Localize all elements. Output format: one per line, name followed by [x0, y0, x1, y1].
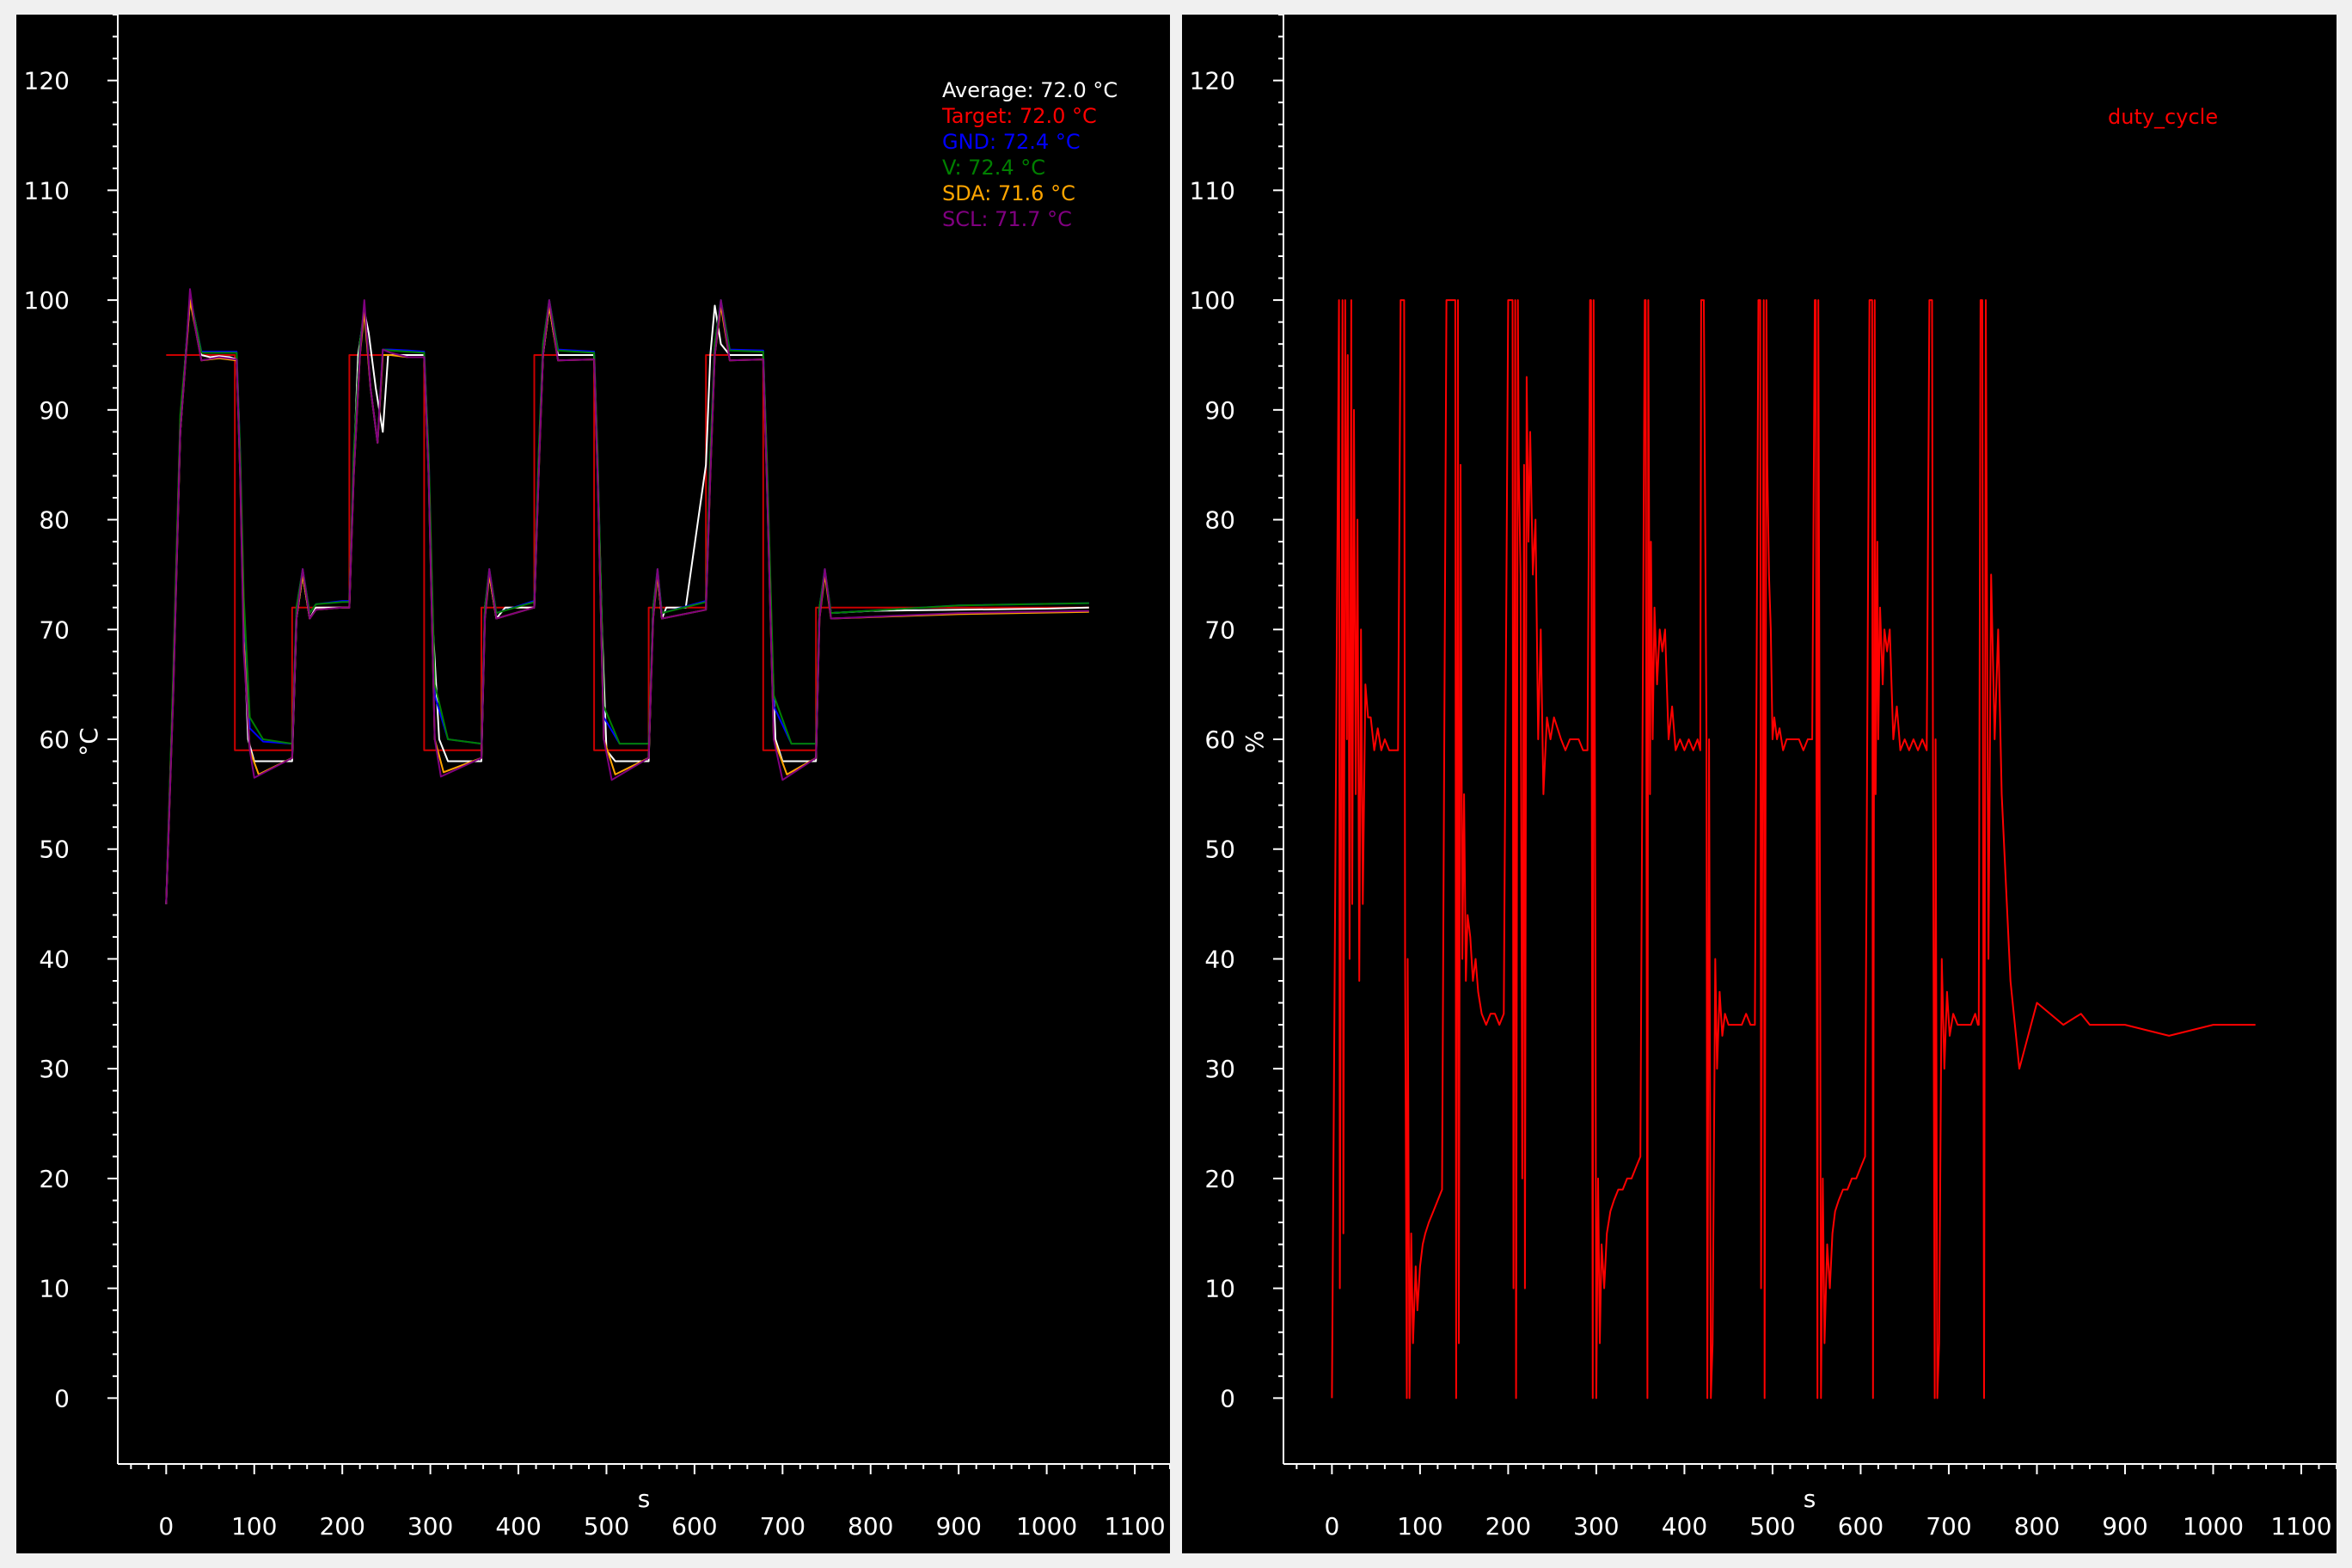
y-tick-label: 10: [39, 1275, 70, 1303]
series-line-gnd: [165, 293, 1089, 904]
legend-entry: GND: 72.4 °C: [942, 130, 1081, 154]
duty-cycle-chart-panel: 0 10 20 30 40 50 60 70 80 90 100 110 120 0 100 200 300 40…: [1182, 15, 2337, 1553]
y-tick-label: 70: [1204, 616, 1235, 644]
x-tick-label: 400: [495, 1512, 541, 1540]
series-line-duty-cycle: [1331, 299, 2256, 1400]
x-tick-label: 1100: [2270, 1512, 2331, 1540]
x-tick-label: 800: [848, 1512, 893, 1540]
x-tick-label: 900: [2102, 1512, 2147, 1540]
x-tick-label: 1000: [2183, 1512, 2244, 1540]
legend-entry: SDA: 71.6 °C: [942, 181, 1075, 205]
x-tick-label: 700: [760, 1512, 805, 1540]
temperature-chart: 0 10 20 30 40 50 60 70 80 90 100 110 120 0 100 200 300 40…: [24, 15, 1170, 1540]
y-tick-label: 0: [54, 1384, 70, 1412]
x-axis-label: s: [638, 1485, 651, 1513]
x-axis-label: s: [1804, 1485, 1816, 1513]
x-tick-label: 500: [584, 1512, 629, 1540]
duty-cycle-plot-area: 0 10 20 30 40 50 60 70 80 90 100 110 120 0 100 200 300 40…: [1190, 15, 2337, 1540]
y-tick-label: 50: [39, 836, 70, 864]
x-tick-label: 600: [1838, 1512, 1883, 1540]
x-tick-label: 100: [231, 1512, 277, 1540]
y-tick-label: 40: [39, 945, 70, 973]
y-tick-label: 100: [24, 286, 70, 315]
x-tick-label: 800: [2014, 1512, 2060, 1540]
x-tick-label: 0: [158, 1512, 174, 1540]
duty-cycle-legend: duty_cycle: [2108, 105, 2218, 129]
series-line-v: [165, 293, 1089, 904]
y-tick-label: 30: [39, 1055, 70, 1083]
y-tick-label: 40: [1204, 945, 1235, 973]
x-tick-label: 100: [1397, 1512, 1442, 1540]
x-tick-label: 300: [1573, 1512, 1619, 1540]
y-tick-label: 110: [1190, 176, 1235, 205]
legend-entry: V: 72.4 °C: [942, 156, 1045, 180]
legend-entry: SCL: 71.7 °C: [942, 207, 1072, 231]
x-tick-label: 1100: [1104, 1512, 1165, 1540]
y-tick-label: 120: [24, 67, 70, 95]
y-tick-label: 60: [39, 726, 70, 754]
x-tick-label: 200: [319, 1512, 364, 1540]
y-axis-label: %: [1240, 731, 1269, 754]
y-tick-label: 70: [39, 616, 70, 644]
legend-entry: Target: 72.0 °C: [941, 104, 1097, 128]
y-tick-label: 20: [39, 1165, 70, 1193]
y-tick-label: 60: [1204, 726, 1235, 754]
y-tick-label: 80: [39, 506, 70, 535]
x-tick-label: 0: [1324, 1512, 1339, 1540]
y-tick-label: 110: [24, 176, 70, 205]
x-tick-label: 700: [1926, 1512, 1971, 1540]
y-axis-label: °C: [75, 727, 103, 756]
y-tick-label: 90: [39, 396, 70, 425]
legend-entry: duty_cycle: [2108, 105, 2218, 129]
y-tick-label: 0: [1220, 1384, 1235, 1412]
series-line-sda: [165, 299, 1089, 904]
series-line-average: [165, 299, 1089, 904]
x-tick-label: 600: [671, 1512, 717, 1540]
x-tick-label: 500: [1749, 1512, 1795, 1540]
x-tick-label: 200: [1485, 1512, 1531, 1540]
y-tick-label: 10: [1204, 1275, 1235, 1303]
y-tick-label: 30: [1204, 1055, 1235, 1083]
temperature-chart-panel: 0 10 20 30 40 50 60 70 80 90 100 110 120 0 100 200 300 40…: [16, 15, 1170, 1553]
y-tick-label: 120: [1190, 67, 1235, 95]
legend-entry: Average: 72.0 °C: [942, 78, 1118, 102]
y-tick-label: 100: [1190, 286, 1235, 315]
x-tick-label: 400: [1662, 1512, 1707, 1540]
x-tick-label: 900: [935, 1512, 981, 1540]
series-line-target: [166, 354, 1089, 751]
y-tick-label: 50: [1204, 836, 1235, 864]
y-tick-label: 80: [1204, 506, 1235, 535]
temperature-plot-area: 0 10 20 30 40 50 60 70 80 90 100 110 120 0 100 200 300 40…: [24, 15, 1170, 1540]
x-tick-label: 300: [407, 1512, 453, 1540]
y-tick-label: 90: [1204, 396, 1235, 425]
duty-cycle-chart: 0 10 20 30 40 50 60 70 80 90 100 110 120 0 100 200 300 40…: [1190, 15, 2337, 1540]
y-tick-label: 20: [1204, 1165, 1235, 1193]
x-tick-label: 1000: [1016, 1512, 1077, 1540]
series-line-scl: [165, 288, 1089, 904]
